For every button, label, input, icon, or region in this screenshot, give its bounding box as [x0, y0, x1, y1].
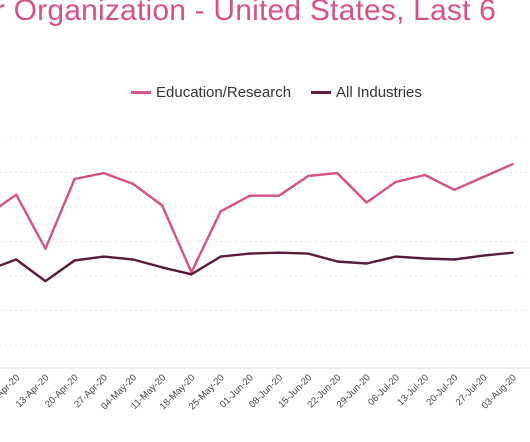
data-point	[219, 210, 222, 213]
data-point	[15, 193, 18, 196]
data-point	[131, 182, 135, 186]
data-point	[73, 177, 76, 181]
data-point	[423, 257, 427, 260]
data-point	[482, 254, 485, 257]
data-point	[102, 171, 106, 175]
data-point	[511, 251, 514, 254]
legend-label-all-industries: All Industries	[336, 84, 422, 101]
data-point	[307, 252, 310, 255]
data-point	[44, 279, 47, 283]
data-point	[44, 247, 47, 250]
legend-item-education-research: Education/Research	[131, 84, 291, 101]
data-point	[277, 251, 281, 254]
data-point	[336, 171, 339, 175]
series-line	[0, 163, 514, 274]
data-point	[161, 204, 164, 207]
data-point	[131, 258, 135, 261]
series-all-industries	[0, 251, 514, 283]
legend-swatch-all-industries	[311, 91, 331, 94]
legend-label-education-research: Education/Research	[156, 84, 292, 101]
data-point	[102, 255, 106, 258]
gridlines	[0, 137, 530, 346]
data-point	[219, 255, 222, 258]
data-point	[394, 180, 397, 184]
data-point	[73, 259, 76, 262]
data-point	[15, 258, 18, 261]
data-point	[511, 163, 514, 166]
series-line	[0, 251, 513, 283]
data-point	[190, 273, 193, 276]
data-point	[482, 175, 485, 179]
legend-swatch-education-research	[131, 91, 151, 94]
legend-item-all-industries: All Industries	[311, 84, 422, 101]
data-point	[423, 173, 427, 177]
data-point	[453, 258, 456, 261]
data-point	[161, 266, 164, 269]
data-point	[365, 262, 368, 265]
series-education-research	[0, 163, 514, 274]
legend: Education/Research All Industries	[0, 84, 530, 106]
data-point	[248, 194, 251, 197]
x-tick-labels: 30-Mar-2006-Apr-2013-Apr-2020-Apr-2027-A…	[0, 372, 519, 412]
data-point	[336, 260, 339, 263]
data-point	[307, 174, 310, 178]
data-point	[248, 252, 251, 255]
data-point	[365, 201, 368, 204]
chart-title: er Organization - United States, Last 6	[0, 0, 497, 27]
data-point	[277, 194, 281, 197]
data-point	[394, 255, 397, 258]
data-point	[453, 188, 456, 191]
